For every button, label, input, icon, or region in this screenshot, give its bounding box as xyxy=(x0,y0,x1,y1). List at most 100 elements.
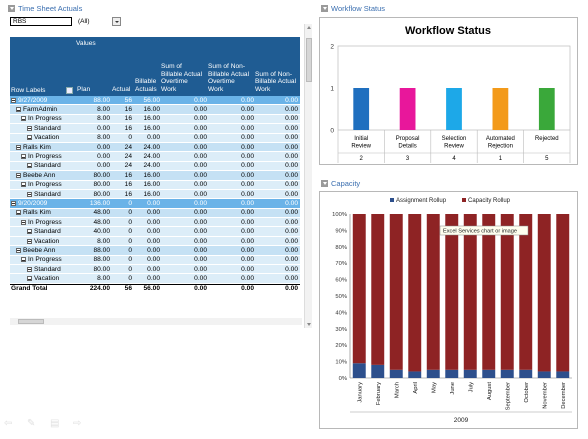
cell-value: 0.00 xyxy=(241,265,254,273)
pivot-row: Standard 80.00 16 16.00 0.00 0.00 0.00 xyxy=(10,189,300,200)
row-label-text: Grand Total xyxy=(11,285,48,292)
expand-collapse-icon[interactable] xyxy=(16,210,21,216)
scroll-thumb[interactable] xyxy=(306,38,312,82)
bar-segment xyxy=(500,369,514,378)
cell-value: 8.00 xyxy=(97,106,110,114)
expand-collapse-icon[interactable] xyxy=(21,154,26,160)
cell-value: 0.00 xyxy=(285,190,298,198)
expand-collapse-icon[interactable] xyxy=(27,135,32,141)
tooltip-text: Excel Services chart or image xyxy=(443,229,517,235)
cell-value: 40.00 xyxy=(93,228,110,236)
cell-value: 0.00 xyxy=(194,153,207,161)
cell-value: 0.00 xyxy=(285,143,298,151)
x-tick-label: April xyxy=(413,382,419,394)
cell-value: 0.00 xyxy=(147,275,160,283)
row-label-text: Beebe Ann xyxy=(23,171,56,179)
x-tick-label: June xyxy=(450,382,456,395)
y-tick-label: 50% xyxy=(335,294,347,300)
cell-value: 48.00 xyxy=(93,218,110,226)
edit-icon[interactable]: ✎ xyxy=(27,418,36,429)
bar xyxy=(446,88,462,130)
expand-collapse-icon[interactable] xyxy=(11,200,16,206)
x-tick-label: Initial xyxy=(354,136,368,142)
scroll-down-icon[interactable] xyxy=(307,323,311,326)
collapse-icon[interactable] xyxy=(8,5,15,12)
expand-collapse-icon[interactable] xyxy=(21,182,26,188)
pivot-row: In Progress 80.00 16 16.00 0.00 0.00 0.00 xyxy=(10,180,300,190)
collapse-icon[interactable] xyxy=(321,5,328,12)
pivot-row: 9/20/2009 136.00 0 0.00 0.00 0.00 0.00 xyxy=(10,199,300,209)
cell-value: 0.00 xyxy=(194,181,207,189)
cell-value: 56.00 xyxy=(143,285,160,292)
collapse-icon[interactable] xyxy=(321,180,328,187)
y-tick-label: 0 xyxy=(330,128,334,135)
expand-collapse-icon[interactable] xyxy=(27,229,32,235)
expand-collapse-icon[interactable] xyxy=(16,107,21,113)
cell-value: 0.00 xyxy=(241,285,254,292)
cell-value: 8.00 xyxy=(97,115,110,123)
filter-dropdown-icon[interactable] xyxy=(112,17,121,26)
horizontal-scrollbar[interactable] xyxy=(10,318,302,325)
forward-icon[interactable]: ⇨ xyxy=(73,418,82,429)
expand-collapse-icon[interactable] xyxy=(27,125,32,131)
expand-collapse-icon[interactable] xyxy=(27,238,32,244)
expand-collapse-icon[interactable] xyxy=(21,219,26,225)
filter-field[interactable]: RBS xyxy=(10,17,72,26)
expand-collapse-icon[interactable] xyxy=(16,172,21,178)
cell-value: 24 xyxy=(124,162,132,170)
cell-value: 0.00 xyxy=(241,218,254,226)
workflow-panel-title[interactable]: Workflow Status xyxy=(321,4,385,13)
y-tick-label: 80% xyxy=(335,245,347,251)
expand-collapse-icon[interactable] xyxy=(27,266,32,272)
cell-value: 0.00 xyxy=(97,143,110,151)
row-label: Vacation xyxy=(27,275,59,282)
workflow-chart-svg: Workflow Status 0 1 2 Initial Review 2 Proposal… xyxy=(330,25,571,163)
cell-value: 80.00 xyxy=(93,181,110,189)
expand-collapse-icon[interactable] xyxy=(27,276,32,282)
x-tick-label: October xyxy=(524,382,530,403)
cell-value: 0.00 xyxy=(285,265,298,273)
cell-value: 0 xyxy=(128,228,132,236)
bar-segment xyxy=(389,214,403,370)
cell-value: 224.00 xyxy=(89,285,110,292)
cell-value: 0 xyxy=(128,218,132,226)
cell-value: 0.00 xyxy=(147,209,160,217)
expand-collapse-icon[interactable] xyxy=(16,247,21,253)
pivot-row: In Progress 8.00 16 16.00 0.00 0.00 0.00 xyxy=(10,114,300,125)
chart-title: Workflow Status xyxy=(405,25,491,37)
cell-value: 16.00 xyxy=(143,124,160,132)
bar xyxy=(353,88,370,130)
table-value: 2 xyxy=(360,156,364,162)
workflow-chart: Workflow Status 0 1 2 Initial Review 2 Proposal… xyxy=(319,17,578,165)
y-tick-label: 2 xyxy=(330,44,334,51)
cell-value: 0.00 xyxy=(285,96,298,104)
back-icon[interactable]: ⇦ xyxy=(4,418,13,429)
row-label: Standard xyxy=(27,228,61,235)
grid-icon[interactable]: ▤ xyxy=(50,418,60,429)
cell-value: 0.00 xyxy=(285,237,298,245)
x-tick-label: January xyxy=(357,382,363,403)
expand-collapse-icon[interactable] xyxy=(27,163,32,169)
timesheet-panel-title[interactable]: Time Sheet Actuals xyxy=(8,4,82,13)
pivot-row: Ralls Kim 0.00 24 24.00 0.00 0.00 0.00 xyxy=(10,142,300,153)
expand-collapse-icon[interactable] xyxy=(11,97,16,103)
scroll-up-icon[interactable] xyxy=(307,26,311,29)
cell-value: 0.00 xyxy=(241,237,254,245)
hscroll-thumb[interactable] xyxy=(18,319,44,324)
expand-collapse-icon[interactable] xyxy=(16,144,21,150)
expand-collapse-icon[interactable] xyxy=(21,257,26,263)
cell-value: 0.00 xyxy=(194,246,207,254)
expand-collapse-icon[interactable] xyxy=(21,116,26,122)
expand-collapse-icon[interactable] xyxy=(27,191,32,197)
cell-value: 0.00 xyxy=(241,106,254,114)
cell-value: 0.00 xyxy=(241,256,254,264)
x-tick-label: Selection xyxy=(442,136,467,142)
capacity-panel-title[interactable]: Capacity xyxy=(321,179,360,188)
col-nonbillable-overtime: Sum of Non- Billable Actual Overtime Wor… xyxy=(208,63,250,93)
cell-value: 0.00 xyxy=(285,115,298,123)
vertical-scrollbar[interactable] xyxy=(304,24,312,328)
row-label-text: 9/20/2009 xyxy=(18,199,48,207)
row-filter-icon[interactable] xyxy=(66,87,73,94)
row-label: In Progress xyxy=(21,219,62,226)
cell-value: 0.00 xyxy=(147,246,160,254)
